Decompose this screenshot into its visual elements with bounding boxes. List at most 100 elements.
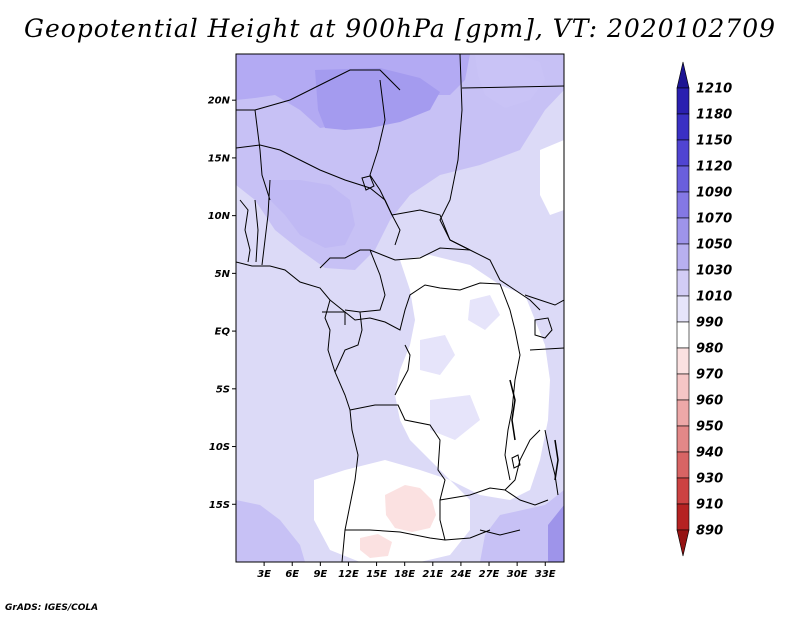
colorbar-swatch (676, 503, 690, 531)
x-tick-label: 9E (313, 569, 327, 580)
colorbar-swatch (676, 425, 690, 453)
border-eq-guinea (322, 311, 346, 325)
border-south-angola (479, 529, 521, 536)
colorbar-level-label: 980 (696, 342, 723, 357)
border-drc-angola (349, 404, 446, 541)
colorbar-level-label: 930 (696, 472, 723, 487)
contour-patch-a (420, 335, 455, 375)
border-benin (254, 199, 259, 263)
contour-patch-b (468, 295, 500, 330)
colorbar-level-label: 1120 (696, 160, 732, 175)
border-gabon-congo (329, 282, 501, 331)
colorbar-swatch (676, 295, 690, 323)
coastline-gulf-of-guinea (236, 261, 359, 562)
border-east (524, 294, 564, 306)
map-title: Geopotential Height at 900hPa [gpm], VT:… (23, 14, 777, 43)
colorbar-level-label: 1180 (696, 108, 732, 123)
lake-victoria (534, 317, 553, 339)
colorbar-level-label: 1210 (696, 82, 732, 97)
border-angola-namibia (345, 529, 491, 541)
colorbar-level-label: 1070 (696, 212, 732, 227)
colorbar-arrow-bottom (676, 529, 690, 557)
x-tick-label: 24E (451, 569, 472, 580)
y-tick-label: 10S (209, 442, 230, 453)
y-axis: 20N 15N 10N 5N EQ 5S 10S 15S (208, 96, 236, 511)
x-tick-label: 30E (507, 569, 528, 580)
x-tick-label: 3E (257, 569, 271, 580)
colorbar-swatch (676, 477, 690, 505)
colorbar-level-label: 1030 (696, 264, 732, 279)
colorbar-swatch (676, 165, 690, 193)
height-field (236, 54, 564, 562)
lake-chad (361, 175, 375, 191)
colorbar-level-label: 1090 (696, 186, 732, 201)
border-car (391, 209, 471, 251)
colorbar-swatch (676, 451, 690, 479)
border-lake-malawi (554, 439, 559, 481)
contour-1050-west (270, 180, 355, 248)
colorbar-swatch (676, 243, 690, 271)
contour-1070 (315, 68, 440, 130)
colorbar-level-label: 1010 (696, 290, 732, 305)
colorbar-level-label: 960 (696, 394, 723, 409)
colorbar-level-label: 990 (696, 316, 723, 331)
border-north (254, 69, 401, 111)
river-congo (394, 344, 411, 396)
x-tick-label: 21E (422, 569, 443, 580)
x-tick-label: 15E (366, 569, 387, 580)
border-congo-north (334, 311, 363, 373)
colorbar-swatch (676, 399, 690, 427)
y-tick-label: 20N (208, 96, 231, 107)
boundaries (236, 54, 564, 562)
colorbar-level-label: 950 (696, 420, 723, 435)
y-tick-label: 5N (215, 269, 231, 280)
contour-1030-sw (236, 500, 305, 562)
colorbar-level-label: 1150 (696, 134, 732, 149)
colorbar-arrow-top (676, 61, 690, 89)
border-east-2 (529, 347, 564, 351)
border-sahel (236, 144, 393, 216)
y-tick-label: 15S (209, 500, 230, 511)
colorbar-swatch (676, 373, 690, 401)
border-cameroon (319, 249, 386, 313)
x-tick-label: 18E (394, 569, 415, 580)
colorbar-level-label: 1050 (696, 238, 732, 253)
y-tick-label: 10N (208, 211, 231, 222)
colorbar-swatch (676, 139, 690, 167)
border-lake-tanganyika (509, 379, 516, 441)
border-chad (369, 79, 401, 246)
x-tick-label: 6E (285, 569, 299, 580)
contour-990-low-2 (360, 534, 392, 558)
lake-mweru (511, 454, 521, 469)
x-tick-label: 27E (479, 569, 500, 580)
colorbar-level-label: 890 (696, 524, 723, 539)
border-zambia (439, 429, 541, 501)
colorbar-swatch (676, 321, 690, 349)
y-tick-label: EQ (215, 327, 231, 338)
border-east-lakes (499, 283, 521, 481)
colorbar-level-label: 940 (696, 446, 723, 461)
grads-credit: GrADS: IGES/COLA (5, 603, 99, 613)
colorbar-swatch (676, 269, 690, 297)
border-nigeria (261, 179, 271, 266)
colorbar-level-label: 970 (696, 368, 723, 383)
contour-upper-right (475, 55, 545, 108)
colorbar-swatch (676, 217, 690, 245)
border-car-south (369, 247, 471, 261)
colorbar-level-label: 910 (696, 498, 723, 513)
border-malawi (544, 429, 559, 496)
contour-1030-se (480, 490, 564, 562)
border-northwest-1 (236, 109, 271, 201)
contour-1010-ne (540, 140, 564, 215)
colorbar-swatch (676, 347, 690, 375)
colorbar-swatch (676, 87, 690, 115)
plot-frame (235, 53, 565, 563)
x-axis: 3E 6E 9E 12E 15E 18E 21E 24E 27E 30E 33E (257, 562, 556, 580)
y-tick-label: 5S (216, 384, 230, 395)
colorbar: 1210 1180 1150 1120 1090 1070 1050 1030 1010 990 9… (676, 61, 732, 557)
colorbar-swatch (676, 113, 690, 141)
border-mozambique (504, 489, 549, 506)
contour-990-low (385, 485, 436, 532)
x-tick-label: 12E (338, 569, 359, 580)
